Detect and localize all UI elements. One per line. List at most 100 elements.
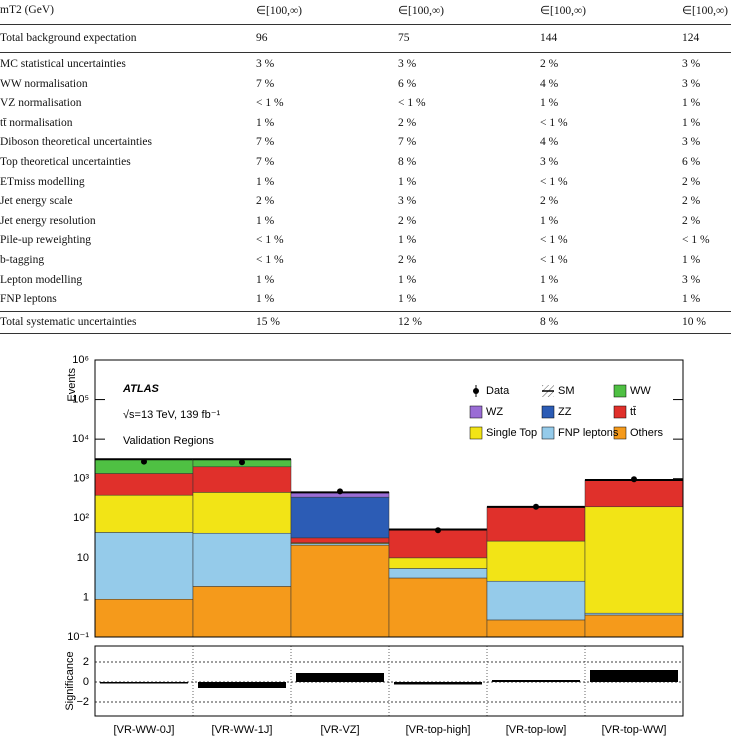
- table-cell: 1 %: [398, 293, 417, 306]
- y-tick-label: 10³: [73, 473, 89, 485]
- table-cell: 7 %: [398, 136, 417, 149]
- table-cell: 75: [398, 32, 410, 44]
- y-tick-label: 10⁴: [72, 433, 89, 445]
- table-cell: 1 %: [398, 273, 417, 286]
- legend-label: tt̄: [630, 406, 636, 418]
- table-cell: 96: [256, 32, 268, 44]
- table-cell: 3 %: [682, 273, 701, 286]
- table-cell: 3 %: [540, 156, 559, 168]
- table-cell: 4 %: [540, 77, 559, 90]
- data-point: [533, 503, 539, 510]
- table-cell: < 1 %: [682, 234, 710, 247]
- row-label: Jet energy resolution: [0, 214, 96, 227]
- table-cell: 3 %: [398, 58, 417, 70]
- legend-label: Data: [486, 385, 510, 397]
- stack-segment: [95, 494, 194, 533]
- row-label: VZ normalisation: [0, 97, 82, 110]
- stack-segment: [486, 506, 586, 542]
- row-label: ETmiss modelling: [0, 175, 85, 188]
- stack-segment: [584, 612, 683, 616]
- table-cell: 15 %: [256, 316, 280, 328]
- y-tick-label: 1: [83, 591, 89, 603]
- table-cell: < 1 %: [256, 97, 284, 110]
- table-cell: 2 %: [682, 214, 701, 227]
- y2-tick-label: −2: [76, 696, 89, 708]
- table-cell: ∈[100,∞): [682, 5, 728, 17]
- legend-label: WZ: [486, 406, 503, 418]
- significance-bar: [590, 670, 678, 682]
- table-cell: 3 %: [682, 77, 701, 90]
- table-cell: 12 %: [398, 316, 422, 328]
- row-label: FNP leptons: [0, 293, 57, 306]
- table-cell: 6 %: [682, 156, 701, 168]
- table-cell: 144: [540, 32, 558, 44]
- y-tick-label: 10⁵: [72, 393, 89, 405]
- stack-segment: [584, 506, 683, 614]
- table-cell: 2 %: [256, 195, 275, 208]
- legend-label: FNP leptons: [558, 427, 619, 439]
- legend-marker: [473, 388, 479, 394]
- table-cell: 1 %: [682, 254, 701, 266]
- stack-segment: [584, 479, 683, 508]
- data-point: [435, 527, 441, 534]
- significance-bar: [296, 673, 384, 682]
- y-tick-label: 10: [77, 552, 89, 564]
- stack-segment: [388, 529, 488, 559]
- significance-label: Significance: [64, 651, 76, 710]
- table-cell: 1 %: [256, 293, 275, 306]
- legend-label: SM: [558, 385, 575, 397]
- table-cell: 1 %: [682, 116, 701, 129]
- row-label: WW normalisation: [0, 77, 88, 90]
- table-cell: < 1 %: [398, 97, 426, 110]
- data-point: [631, 476, 637, 483]
- row-label: Jet energy scale: [0, 195, 73, 208]
- stack-segment: [486, 580, 586, 621]
- data-point: [141, 458, 147, 465]
- y-axis-label: Events: [66, 368, 78, 402]
- plot-frame: [94, 359, 684, 638]
- stack-segment: [192, 586, 292, 637]
- table-cell: < 1 %: [256, 254, 284, 266]
- region-label: Validation Regions: [123, 435, 214, 447]
- row-label: Diboson theoretical uncertainties: [0, 136, 153, 149]
- table-cell: 2 %: [682, 195, 701, 208]
- table-cell: 3 %: [682, 58, 701, 70]
- table-cell: 1 %: [540, 97, 559, 110]
- table-cell: 7 %: [256, 156, 275, 168]
- stack-segment: [388, 577, 488, 637]
- stack: [95, 458, 683, 637]
- stack-segment: [290, 544, 390, 637]
- y2-tick-label: 0: [83, 676, 89, 688]
- table-cell: 3 %: [256, 58, 275, 70]
- stack-segment: [290, 537, 390, 544]
- significance-bar: [492, 680, 580, 682]
- legend-swatch: [469, 426, 483, 440]
- stack-segment: [192, 532, 292, 587]
- legend-label: WW: [630, 385, 651, 397]
- table-cell: 3 %: [682, 136, 701, 149]
- significance-bar: [100, 682, 188, 684]
- stack-segment: [95, 532, 194, 600]
- panel-frame: [94, 645, 684, 717]
- uncertainty-table: mT2 (GeV) ∈[100,∞) ∈[100,∞) ∈[100,∞) ∈[100,∞…: [0, 0, 731, 340]
- energy-label: √s=13 TeV, 139 fb⁻¹: [123, 409, 221, 421]
- table-cell: 2 %: [398, 214, 417, 227]
- table-cell: 1 %: [256, 175, 275, 188]
- table-cell: 1 %: [398, 234, 417, 247]
- table-cell: 1 %: [256, 116, 275, 129]
- table-cell: < 1 %: [540, 234, 568, 247]
- legend-swatch: [469, 405, 483, 419]
- table-cell: < 1 %: [540, 116, 568, 129]
- table-cell: 4 %: [540, 136, 559, 149]
- legend-label: ZZ: [558, 406, 572, 418]
- x-tick-label: [VR-top-high]: [406, 724, 471, 736]
- x-tick-label: [VR-VZ]: [320, 724, 359, 736]
- legend-swatch: [613, 384, 627, 398]
- table-cell: 1 %: [540, 293, 559, 306]
- data-point: [337, 488, 343, 495]
- table-cell: 7 %: [256, 136, 275, 149]
- table-cell: 2 %: [540, 58, 559, 70]
- legend-swatch: [613, 405, 627, 419]
- table-cell: ∈[100,∞): [256, 5, 302, 17]
